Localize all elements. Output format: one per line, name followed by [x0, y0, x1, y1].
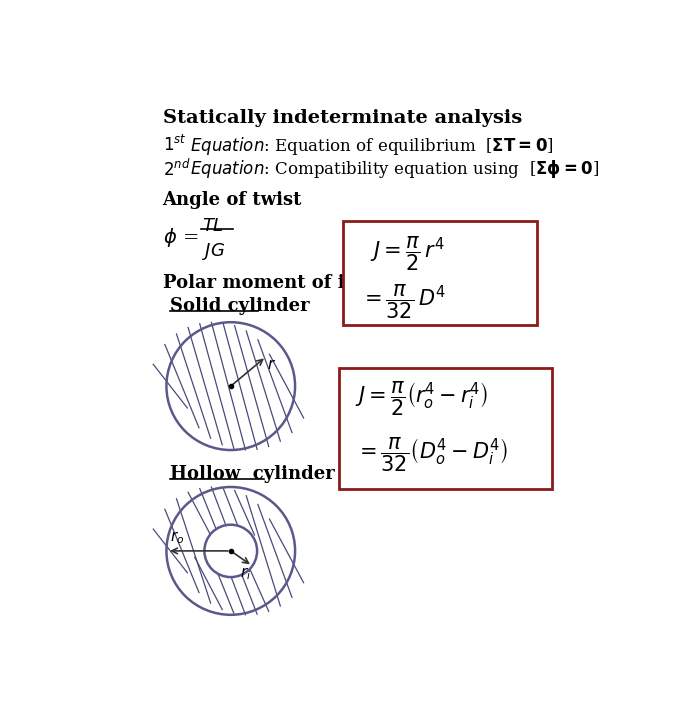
FancyBboxPatch shape — [339, 368, 552, 489]
Text: $1^{st}$: $1^{st}$ — [163, 135, 187, 155]
Text: Hollow  cylinder: Hollow cylinder — [171, 464, 335, 483]
Text: Solid cylinder: Solid cylinder — [171, 297, 310, 314]
Text: $\it{Equation}$: Compatibility equation using  [$\mathbf{\Sigma\phi = 0}$]: $\it{Equation}$: Compatibility equation … — [190, 158, 600, 181]
Text: $TL$: $TL$ — [202, 217, 224, 234]
Text: $\it{Equation}$: Equation of equilibrium  [$\mathbf{\Sigma T = 0}$]: $\it{Equation}$: Equation of equilibrium… — [190, 135, 554, 157]
Text: Polar moment of inertia formulas:: Polar moment of inertia formulas: — [163, 274, 508, 293]
Circle shape — [204, 525, 257, 577]
Text: $2^{nd}$: $2^{nd}$ — [163, 158, 190, 179]
Text: Statically indeterminate analysis: Statically indeterminate analysis — [163, 109, 521, 127]
Text: $= \dfrac{\pi}{32}\,D^4$: $= \dfrac{\pi}{32}\,D^4$ — [360, 282, 447, 320]
Text: $r$: $r$ — [267, 358, 276, 372]
Text: $J = \dfrac{\pi}{2}\left(r_o^4 - r_i^4\right)$: $J = \dfrac{\pi}{2}\left(r_o^4 - r_i^4\r… — [355, 379, 488, 418]
Text: $JG$: $JG$ — [202, 242, 225, 262]
Text: $r_o$: $r_o$ — [170, 529, 184, 546]
Text: $r_i$: $r_i$ — [240, 566, 251, 582]
Text: Angle of twist: Angle of twist — [163, 191, 302, 210]
Text: $\phi$ =: $\phi$ = — [163, 226, 200, 249]
Text: $= \dfrac{\pi}{32}\left(D_o^4 - D_i^4\right)$: $= \dfrac{\pi}{32}\left(D_o^4 - D_i^4\ri… — [355, 435, 508, 474]
FancyBboxPatch shape — [343, 221, 537, 325]
Text: $J = \dfrac{\pi}{2}\,r^4$: $J = \dfrac{\pi}{2}\,r^4$ — [370, 234, 445, 273]
